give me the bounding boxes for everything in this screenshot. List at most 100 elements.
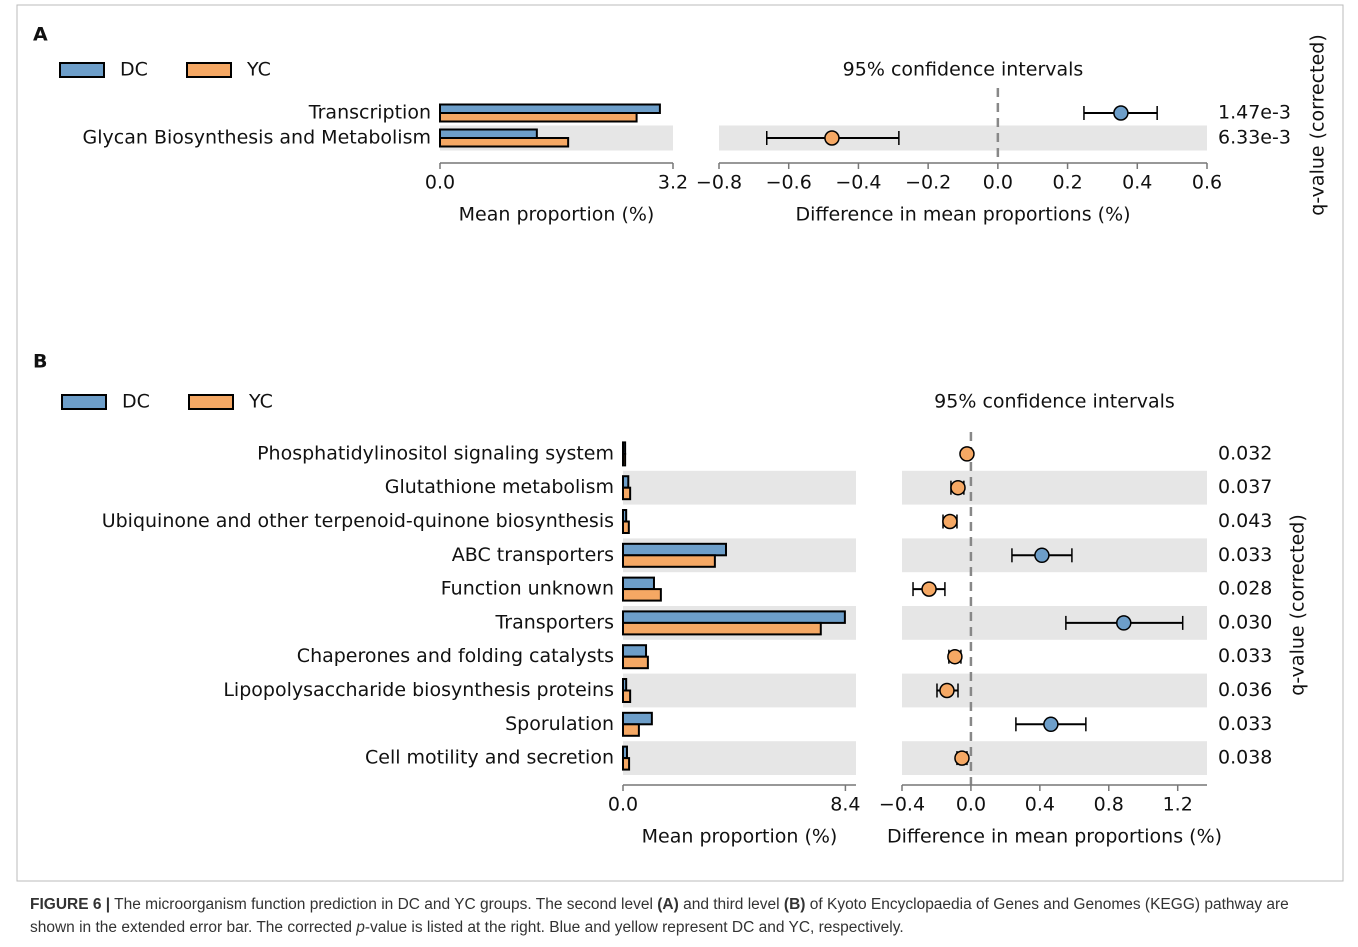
x-tick-label: 0.0 [956,794,986,816]
q-value: 0.033 [1218,713,1272,735]
q-value: 0.037 [1218,476,1272,498]
legend-label: YC [248,391,273,413]
x-tick-label: 0.4 [1025,794,1055,816]
bar [622,621,822,636]
x-tick-label: 0.6 [1192,172,1222,194]
difference-point [1113,105,1129,121]
bar [622,610,846,624]
difference-point [1034,547,1050,564]
bar [622,757,631,771]
ci-title: 95% confidence intervals [843,59,1084,81]
legend-swatch [59,62,105,78]
ci-title: 95% confidence intervals [934,391,1175,413]
caption-text: p [356,919,365,936]
bar [439,112,638,123]
q-value: 0.038 [1218,747,1272,769]
bar [622,542,727,557]
caption-text: (B) [783,896,806,913]
difference-point [939,682,955,699]
category-label: Function unknown [441,578,614,600]
q-value: 0.033 [1218,544,1272,566]
figure-border [16,4,1344,882]
category-label: Sporulation [505,713,614,735]
category-label: Transporters [494,611,614,633]
difference-point [1043,716,1059,733]
q-value: 0.030 [1218,611,1272,633]
bar [622,520,630,534]
row-shade [623,470,856,505]
difference-point [959,446,975,462]
x-tick-label: −0.6 [766,172,812,194]
caption: FIGURE 6 | The microorganism function pr… [30,893,1335,939]
bar [622,441,627,455]
difference-point [947,648,963,665]
x-tick-label: 0.0 [983,172,1013,194]
caption-text: -value is listed at the right. Blue and … [364,919,904,936]
figure: A DC YC 95% confidence intervals Transcripti… [16,4,1344,882]
legend-label: DC [120,59,148,81]
bar [439,137,570,148]
x-axis-label: Difference in mean proportions (%) [795,204,1130,226]
bar [439,103,661,114]
q-value: 0.043 [1218,510,1272,532]
panel-label: B [33,351,47,373]
q-axis-label: q-value (corrected) [1287,514,1309,695]
category-label: Glycan Biosynthesis and Metabolism [83,127,431,149]
category-label: Lipopolysaccharide biosynthesis proteins [223,679,614,701]
q-value: 1.47e-3 [1218,102,1291,124]
difference-point [921,581,937,597]
difference-point [824,130,840,146]
category-label: ABC transporters [452,544,614,566]
x-tick-label: 1.2 [1163,794,1193,816]
bar [622,723,640,737]
difference-point [942,513,958,530]
difference-point [950,479,966,496]
bar [622,745,628,760]
legend-swatch [186,62,232,78]
bar [622,711,653,726]
row-shade [902,741,1207,775]
q-axis-label: q-value (corrected) [1307,34,1329,215]
row-shade [902,470,1207,505]
x-tick-label: 0.2 [1052,172,1082,194]
bar [622,689,632,703]
bar [439,128,538,139]
difference-point [954,750,970,766]
q-value: 6.33e-3 [1218,127,1291,149]
x-tick-label: 0.8 [1094,794,1124,816]
category-label: Cell motility and secretion [365,747,614,769]
caption-text: and third level [678,896,784,913]
category-label: Phosphatidylinositol signaling system [257,442,614,464]
x-tick-label: −0.4 [879,794,925,816]
x-axis-label: Difference in mean proportions (%) [887,826,1222,848]
x-tick-label: −0.4 [835,172,881,194]
bar [622,576,655,591]
bar [622,644,648,658]
bar [622,554,716,568]
x-tick-label: 3.2 [658,172,688,194]
x-tick-label: 8.4 [830,794,860,816]
legend-label: YC [246,59,271,81]
x-axis-label: Mean proportion (%) [642,826,838,848]
caption-text: The microorganism function prediction in… [110,896,658,913]
row-shade [623,673,856,708]
bar [622,475,630,489]
q-value: 0.032 [1218,442,1272,464]
x-tick-label: −0.2 [905,172,951,194]
bar [622,655,649,670]
x-tick-label: −0.8 [696,172,742,194]
x-axis-label: Mean proportion (%) [459,204,655,226]
caption-text: of Kyoto Encyclopaedia of Genes and Geno… [30,896,1289,936]
x-tick-label: 0.0 [608,794,638,816]
category-label: Ubiquinone and other terpenoid-quinone b… [102,510,614,532]
legend-label: DC [122,391,150,413]
x-tick-label: 0.4 [1122,172,1152,194]
bar [622,486,632,501]
caption-label: FIGURE 6 | [30,896,111,913]
bar [622,678,628,692]
bar [622,452,627,467]
legend-swatch [61,394,107,410]
bar [622,509,628,523]
category-label: Chaperones and folding catalysts [297,645,614,667]
